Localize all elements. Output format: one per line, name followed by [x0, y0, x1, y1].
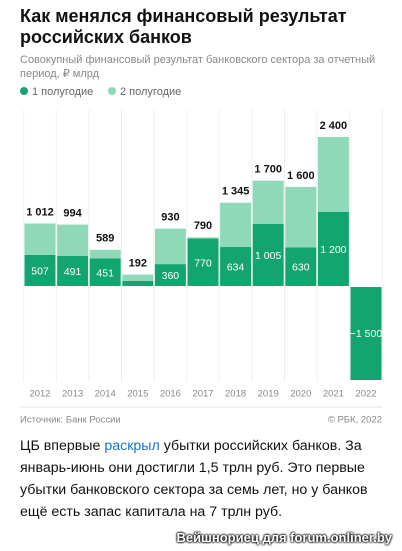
total-label: 2 400 [320, 120, 348, 132]
total-label: 790 [194, 220, 212, 232]
bar [317, 211, 349, 287]
bar [154, 264, 186, 287]
value-label: 451 [96, 267, 114, 279]
bar [122, 274, 154, 281]
bar [187, 237, 219, 239]
total-label: 192 [129, 257, 147, 269]
bar [350, 286, 382, 380]
bar [252, 180, 284, 224]
bar [24, 223, 56, 255]
bar [122, 280, 154, 287]
value-label: −1 500 [350, 328, 383, 340]
x-tick-label: 2015 [127, 389, 148, 400]
bar [154, 228, 186, 265]
link[interactable]: раскрыл [104, 438, 160, 454]
value-label: 507 [31, 266, 49, 278]
source: Источник: Банк России [20, 415, 121, 426]
value-label: 630 [292, 262, 310, 274]
x-tick-label: 2014 [95, 389, 116, 400]
value-label: 1 200 [320, 244, 346, 256]
value-label: 491 [64, 266, 82, 278]
text: ЦБ впервые [20, 438, 105, 454]
legend-label: 2 полугодие [120, 86, 181, 98]
copyright: © РБК, 2022 [328, 415, 382, 426]
x-tick-label: 2017 [192, 389, 213, 400]
value-label: 770 [194, 257, 212, 269]
title: Как менялся финансовый результат российс… [20, 6, 347, 47]
chart: 1 полугодие 2 полугодие 507 1 012 2012 491 994… [20, 86, 383, 426]
x-tick-label: 2013 [62, 389, 83, 400]
bar [57, 224, 89, 256]
subtitle: Совокупный финансовый результат банковск… [20, 54, 376, 80]
bar [220, 202, 252, 248]
watermark: Вейшнориец для forum.onliner.by [176, 530, 392, 545]
x-tick-label: 2016 [160, 389, 181, 400]
bar [57, 255, 89, 287]
bar [285, 186, 317, 248]
x-tick-label: 2019 [258, 389, 279, 400]
value-label: 1 005 [255, 250, 281, 262]
total-label: 1 345 [222, 186, 250, 198]
legend-label: 1 полугодие [32, 86, 93, 98]
bar [89, 249, 121, 259]
total-label: 1 012 [26, 206, 54, 218]
bar [24, 254, 56, 287]
bar [317, 137, 349, 212]
text: убытки российских банков. За январь-июнь… [20, 438, 368, 520]
value-label: 634 [227, 262, 245, 274]
total-label: 1 600 [287, 170, 315, 182]
bar [285, 247, 317, 287]
bar [220, 247, 252, 287]
total-label: 930 [161, 211, 179, 223]
legend-swatch [108, 87, 116, 95]
x-tick-label: 2018 [225, 389, 246, 400]
x-tick-label: 2021 [323, 389, 344, 400]
total-label: 589 [96, 233, 114, 245]
bar [89, 258, 121, 287]
article: ЦБ впервые раскрыл убытки российских бан… [20, 435, 395, 523]
total-label: 1 700 [254, 164, 282, 176]
bar [187, 238, 219, 287]
x-tick-label: 2020 [290, 389, 311, 400]
x-tick-label: 2012 [29, 389, 50, 400]
total-label: 994 [63, 208, 82, 220]
bar [252, 223, 284, 287]
legend-swatch [20, 87, 28, 95]
x-tick-label: 2022 [355, 389, 376, 400]
value-label: 360 [162, 270, 180, 282]
